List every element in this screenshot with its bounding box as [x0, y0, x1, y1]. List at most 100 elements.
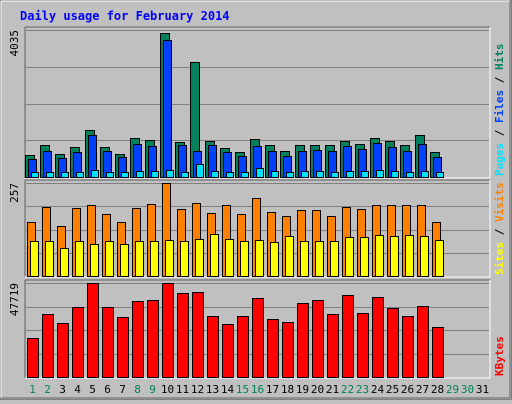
bar-hits-pages-day-22	[346, 171, 354, 178]
x-tick-label-day-6: 6	[104, 383, 111, 396]
bar-hits-pages-day-9	[151, 171, 159, 178]
bar-kbytes-kbytes-day-26	[402, 316, 414, 378]
bar-hits-pages-day-14	[226, 172, 234, 178]
bar-visits-sites-day-26	[405, 235, 414, 277]
bar-hits-pages-day-20	[316, 171, 324, 178]
bar-visits-sites-day-11	[180, 241, 189, 277]
bar-hits-pages-day-21	[331, 172, 339, 178]
x-tick-label-day-22: 22	[341, 383, 354, 396]
chart-title: Daily usage for February 2014	[20, 9, 230, 23]
bar-hits-pages-day-16	[256, 168, 264, 178]
bar-visits-sites-day-28	[435, 240, 444, 277]
legend-entry-kbytes: KBytes	[493, 336, 506, 376]
x-tick-label-day-4: 4	[74, 383, 81, 396]
x-tick-label-day-26: 26	[401, 383, 414, 396]
legend-separator: /	[493, 123, 506, 143]
bar-kbytes-kbytes-day-16	[252, 298, 264, 378]
panel-visits-legend: Sites / Visits	[493, 182, 506, 275]
series-pages	[31, 164, 444, 178]
bar-kbytes-kbytes-day-9	[147, 300, 159, 378]
bar-hits-pages-day-4	[76, 172, 84, 178]
bar-kbytes-kbytes-day-11	[177, 293, 189, 378]
bar-visits-sites-day-4	[75, 241, 84, 277]
bar-visits-sites-day-7	[120, 244, 129, 277]
x-tick-label-day-21: 21	[326, 383, 339, 396]
bar-kbytes-kbytes-day-1	[27, 338, 39, 378]
bar-visits-sites-day-24	[375, 235, 384, 277]
bar-hits-pages-day-3	[61, 172, 69, 178]
bar-hits-pages-day-23	[361, 171, 369, 178]
bar-kbytes-kbytes-day-6	[102, 307, 114, 378]
bar-kbytes-kbytes-day-18	[282, 322, 294, 378]
legend-entry-files: Files	[493, 90, 506, 123]
bar-visits-sites-day-3	[60, 248, 69, 277]
bar-visits-sites-day-8	[135, 241, 144, 277]
bar-visits-sites-day-2	[45, 241, 54, 277]
bar-visits-sites-day-5	[90, 244, 99, 277]
bar-visits-sites-day-19	[300, 241, 309, 277]
bar-visits-sites-day-12	[195, 239, 204, 277]
x-tick-label-day-9: 9	[149, 383, 156, 396]
bar-visits-sites-day-17	[270, 242, 279, 277]
bar-kbytes-kbytes-day-23	[357, 313, 369, 378]
bar-hits-pages-day-12	[196, 164, 204, 178]
x-tick-label-day-10: 10	[161, 383, 174, 396]
bar-kbytes-kbytes-day-10	[162, 283, 174, 378]
bar-visits-sites-day-22	[345, 237, 354, 277]
legend-entry-pages: Pages	[493, 143, 506, 176]
x-tick-label-day-16: 16	[251, 383, 264, 396]
bar-kbytes-kbytes-day-15	[237, 316, 249, 378]
panel-hits: 4035 Pages / Files / Hits	[8, 26, 506, 179]
bar-visits-sites-day-18	[285, 236, 294, 277]
bar-kbytes-kbytes-day-22	[342, 295, 354, 378]
bar-visits-sites-day-27	[420, 236, 429, 277]
bar-visits-sites-day-14	[225, 239, 234, 277]
x-tick-label-day-3: 3	[59, 383, 66, 396]
bar-hits-pages-day-2	[46, 172, 54, 178]
bar-visits-sites-day-10	[165, 240, 174, 277]
bar-hits-pages-day-1	[31, 172, 39, 178]
bar-kbytes-kbytes-day-25	[387, 308, 399, 378]
bar-kbytes-kbytes-day-5	[87, 283, 99, 378]
x-tick-label-day-29: 29	[446, 383, 459, 396]
bar-hits-files-day-10	[163, 40, 172, 178]
panel-kbytes-legend-text: KBytes	[493, 336, 506, 376]
bar-kbytes-kbytes-day-13	[207, 316, 219, 378]
bar-kbytes-kbytes-day-21	[327, 314, 339, 378]
bar-hits-pages-day-11	[181, 172, 189, 178]
bar-kbytes-kbytes-day-17	[267, 319, 279, 378]
x-axis-day-labels: 1 2 3 4 5 6 7 8 9 10 11 12 13 14 15 16 17 18 19 20 21 22 23 24 2…	[29, 383, 489, 396]
bar-kbytes-kbytes-day-12	[192, 292, 204, 378]
x-tick-label-day-20: 20	[311, 383, 324, 396]
bar-hits-pages-day-15	[241, 172, 249, 178]
bar-kbytes-kbytes-day-2	[42, 314, 54, 378]
bar-visits-sites-day-25	[390, 236, 399, 277]
panel-kbytes: 47719 KBytes	[8, 279, 506, 379]
series-files	[28, 40, 442, 178]
bar-visits-sites-day-13	[210, 234, 219, 277]
bar-hits-pages-day-24	[376, 170, 384, 178]
x-tick-label-day-8: 8	[134, 383, 141, 396]
x-tick-label-day-31: 31	[476, 383, 489, 396]
x-tick-label-day-24: 24	[371, 383, 385, 396]
bar-kbytes-kbytes-day-8	[132, 301, 144, 378]
bar-kbytes-kbytes-day-20	[312, 300, 324, 378]
x-tick-label-day-14: 14	[221, 383, 235, 396]
panel-visits-legend-text: Sites / Visits	[493, 182, 506, 275]
bar-hits-pages-day-5	[91, 170, 99, 178]
x-tick-label-day-13: 13	[206, 383, 219, 396]
x-tick-label-day-23: 23	[356, 383, 369, 396]
legend-entry-hits: Hits	[493, 44, 506, 71]
bar-hits-pages-day-28	[436, 172, 444, 178]
x-tick-label-day-30: 30	[461, 383, 474, 396]
bar-hits-pages-day-26	[406, 172, 414, 178]
legend-separator: /	[493, 70, 506, 90]
x-tick-label-day-27: 27	[416, 383, 429, 396]
bar-kbytes-kbytes-day-19	[297, 303, 309, 378]
bar-visits-sites-day-16	[255, 240, 264, 277]
x-tick-label-day-15: 15	[236, 383, 249, 396]
series-sites	[30, 234, 444, 277]
bar-kbytes-kbytes-day-3	[57, 323, 69, 378]
legend-entry-sites: Sites	[493, 242, 506, 275]
